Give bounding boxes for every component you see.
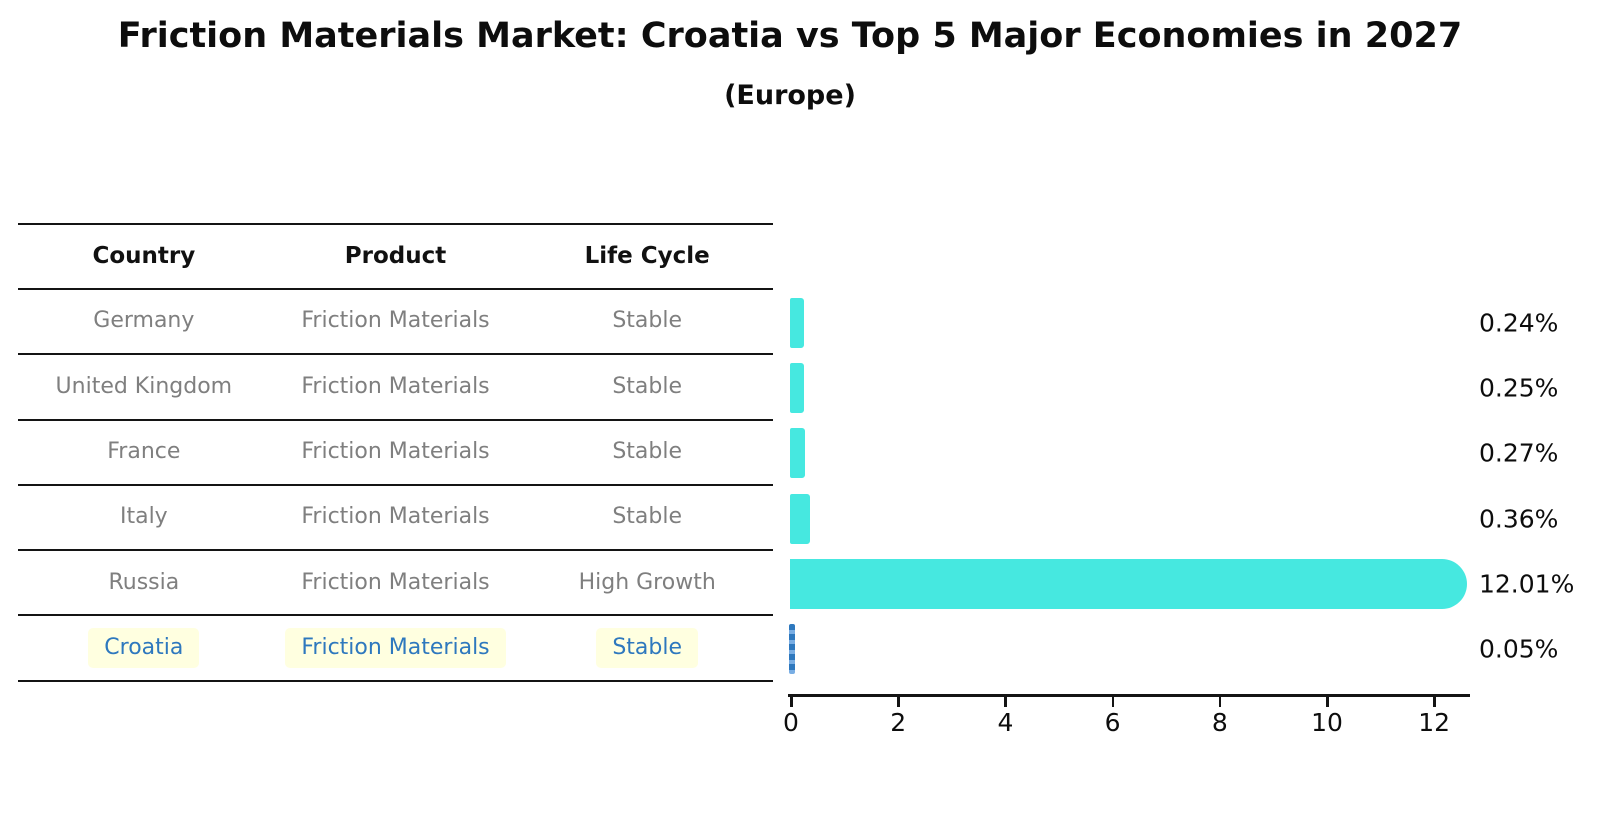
highlight-pill: Croatia [88,627,200,669]
cell-product: Friction Materials [301,569,490,595]
value-label-croatia: 0.05% [1479,634,1559,664]
table-row-russia: Russia Friction Materials High Growth [18,551,773,617]
bar-russia [790,558,1467,609]
bar-croatia [789,624,795,675]
cell-country: Italy [119,504,168,530]
bar-france [790,428,806,479]
highlight-pill: Friction Materials [285,627,506,669]
table-row-germany: Germany Friction Materials Stable [18,290,773,356]
column-header-product: Product [344,242,447,269]
cell-product: Friction Materials [301,373,490,399]
highlight-pill: Stable [596,627,699,669]
table-row-croatia: Croatia Friction Materials Stable [18,616,773,682]
table-body: Germany Friction Materials Stable United Ki… [18,290,773,682]
table-row-france: France Friction Materials Stable [18,421,773,486]
cell-country: Russia [108,569,180,595]
cell-life-cycle: Stable [612,308,683,334]
cell-life-cycle: Stable [612,504,683,530]
table-row-united-kingdom: United Kingdom Friction Materials Stable [18,355,773,421]
cell-product: Friction Materials [301,504,490,530]
cell-country: Croatia [18,627,270,669]
cell-life-cycle: High Growth [578,569,716,595]
cell-product: Friction Materials [301,439,490,465]
value-label-france: 0.27% [1479,438,1559,468]
x-axis-tick-12 [1433,697,1436,707]
x-axis-tick-label-8: 8 [1211,708,1228,737]
value-label-united-kingdom: 0.25% [1479,373,1559,403]
x-axis-tick-4 [1004,697,1007,707]
cell-country: United Kingdom [55,373,233,399]
cell-life-cycle: Stable [521,627,773,669]
cell-country: Germany [93,308,195,334]
column-header-life-cycle: Life Cycle [584,242,710,269]
bar-united-kingdom [790,362,805,413]
x-axis-tick-label-4: 4 [997,708,1014,737]
comparison-table: Country Product Life Cycle Germany Fricti… [18,223,773,682]
x-axis-tick-0 [790,697,793,707]
value-label-russia: 12.01% [1479,569,1575,599]
x-axis-tick-2 [897,697,900,707]
page-subtitle: (Europe) [724,80,856,111]
cell-life-cycle: Stable [612,373,683,399]
cell-life-cycle: Stable [612,439,683,465]
x-axis-line [788,694,1470,697]
x-axis-tick-8 [1218,697,1222,707]
table-header-row: Country Product Life Cycle [18,225,773,290]
cell-product: Friction Materials [301,308,490,334]
bar-italy [790,493,811,544]
page-title: Friction Materials Market: Croatia vs To… [117,16,1463,56]
x-axis-tick-label-12: 12 [1418,708,1451,737]
x-axis-tick-10 [1326,697,1329,707]
cell-product: Friction Materials [270,627,522,669]
x-axis-tick-label-6: 6 [1104,708,1121,737]
x-axis-tick-label-2: 2 [890,708,907,737]
bar-germany [790,297,804,348]
table-row-italy: Italy Friction Materials Stable [18,486,773,552]
column-header-country: Country [92,242,196,269]
cell-country: France [107,439,181,465]
x-axis-tick-label-0: 0 [783,708,799,737]
x-axis-tick-label-10: 10 [1311,708,1343,737]
value-label-germany: 0.24% [1479,308,1559,338]
value-label-italy: 0.36% [1479,504,1559,534]
x-axis-tick-6 [1111,697,1115,707]
